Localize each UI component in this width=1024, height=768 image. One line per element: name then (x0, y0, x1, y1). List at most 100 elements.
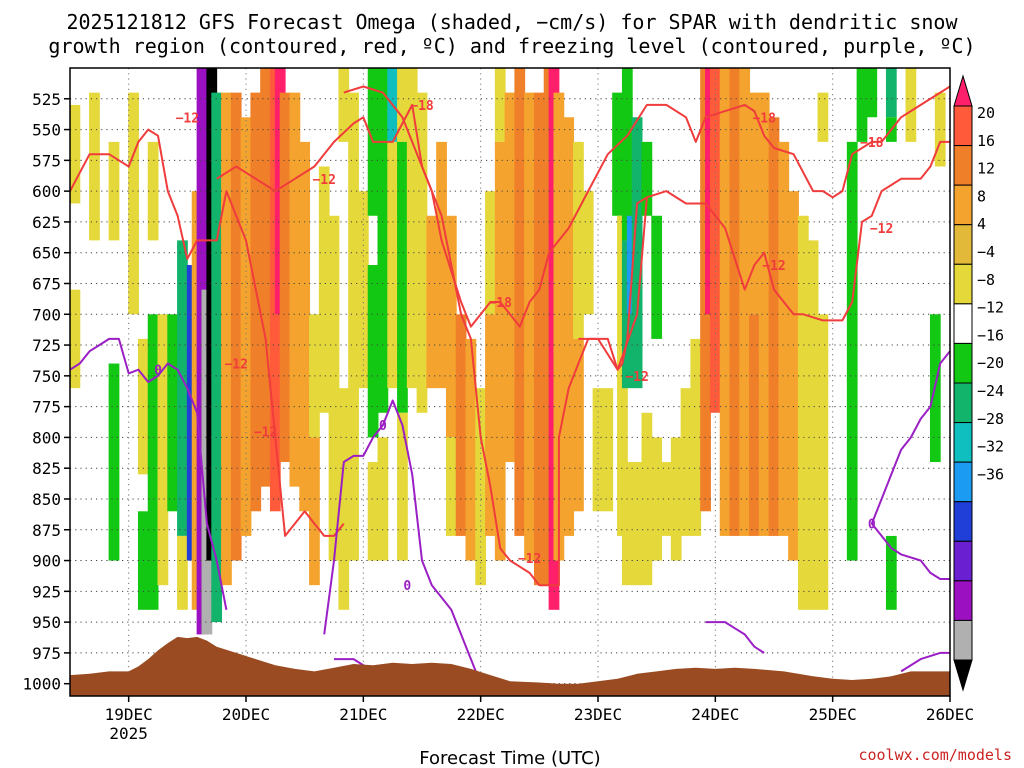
x-tick-label: 23DEC (574, 705, 622, 724)
freezing-level-contour (870, 350, 950, 524)
contour-label: −12 (312, 173, 335, 188)
omega-cell (260, 68, 271, 487)
x-axis-label: Forecast Time (UTC) (419, 748, 600, 768)
omega-cell (177, 240, 188, 536)
omega-cell (367, 265, 379, 438)
omega-cell (397, 412, 408, 561)
omega-cell (670, 437, 682, 561)
colorbar-label: 20 (977, 104, 995, 122)
dgz-contour-minus18 (343, 85, 950, 328)
contour-label: 0 (403, 579, 411, 594)
omega-cell (221, 92, 232, 586)
contour-label: 0 (154, 364, 162, 379)
omega-cell (89, 92, 100, 241)
omega-cell (651, 215, 663, 339)
colorbar-label: −4 (977, 243, 995, 261)
colorbar-segment (953, 382, 973, 424)
omega-cell (348, 92, 359, 315)
x-tick-label: 21DEC (339, 705, 387, 724)
colorbar-label: −8 (977, 271, 995, 289)
omega-cell (328, 215, 340, 561)
omega-cell (211, 92, 223, 623)
omega-cell (514, 68, 526, 536)
omega-cell (592, 388, 604, 512)
omega-cell (108, 363, 120, 561)
omega-cell (856, 68, 868, 142)
omega-cell (817, 92, 829, 142)
colorbar-segment (953, 540, 973, 582)
omega-cell (289, 92, 301, 487)
contour-label: −12 (518, 552, 541, 567)
y-tick-label: 900 (32, 552, 61, 571)
y-tick-label: 675 (32, 274, 61, 293)
omega-cell (367, 462, 379, 561)
colorbar-label: −12 (977, 299, 1004, 317)
dgz-contour-minus12 (578, 197, 648, 371)
y-axis-ticks: 525 550 575 600 625 650 675 700 725 750 775 800 825 8… (22, 90, 70, 694)
x-tick-label: 26DEC (926, 705, 974, 724)
colorbar-segment (953, 184, 973, 226)
x-tick-label: 19DEC (105, 705, 153, 724)
omega-cell (504, 92, 516, 463)
omega-cell (690, 338, 702, 536)
omega-cell (778, 141, 790, 536)
omega-cell (485, 314, 496, 536)
y-tick-label: 825 (32, 459, 61, 478)
y-tick-label: 850 (32, 490, 61, 509)
colorbar-label: −24 (977, 382, 1004, 400)
colorbar-segment (953, 105, 973, 147)
colorbar-segment (953, 303, 973, 344)
omega-cell (177, 535, 188, 610)
omega-cell (563, 117, 575, 536)
y-tick-label: 975 (32, 644, 61, 663)
omega-cell (885, 68, 897, 118)
omega-cell (768, 117, 780, 536)
omega-cell (426, 215, 438, 389)
omega-cell (406, 68, 418, 389)
colorbar-bottom-arrow (953, 659, 973, 692)
omega-cell (318, 166, 330, 413)
omega-cell (338, 68, 350, 142)
omega-cell (749, 92, 760, 315)
omega-cell (167, 314, 179, 512)
contour-label: −18 (752, 111, 776, 126)
omega-cell (573, 338, 584, 512)
omega-cell (348, 314, 359, 561)
omega-cell (338, 388, 350, 610)
omega-cell (485, 191, 496, 315)
y-tick-label: 600 (32, 182, 61, 201)
colorbar-segment (953, 145, 973, 186)
colorbar-segment (953, 224, 973, 265)
omega-cell (157, 314, 169, 586)
omega-cell (934, 92, 946, 167)
colorbar-label: −16 (977, 326, 1004, 344)
colorbar-label: −28 (977, 410, 1004, 428)
chart-title-line2: growth region (contoured, red, ºC) and f… (48, 34, 975, 58)
omega-cell (455, 314, 467, 536)
omega-cell (621, 462, 633, 586)
freezing-level-contour (900, 651, 950, 673)
colorbar-segment (953, 422, 973, 463)
omega-cell (533, 92, 545, 586)
y-tick-label: 950 (32, 613, 61, 632)
omega-cell (230, 92, 242, 561)
omega-cell (108, 141, 120, 241)
colorbar-segment (953, 619, 973, 661)
colorbar-segment (953, 501, 973, 542)
omega-cell (573, 141, 584, 339)
contour-label: −12 (224, 358, 247, 373)
colorbar-label: −20 (977, 354, 1004, 372)
omega-cell (749, 314, 760, 536)
omega-cell (279, 92, 291, 463)
omega-cell (250, 92, 262, 512)
omega-cell (309, 437, 320, 586)
colorbar: 20 16 12 8 4 −4 −8 −12 −16 −20 −24 −28 −32 −36 (953, 74, 1004, 692)
omega-cell (602, 388, 614, 512)
omega-cell (807, 240, 819, 610)
colorbar-label: 8 (977, 187, 986, 205)
credit-text: coolwx.com/models (858, 746, 1012, 764)
colorbar-segment (953, 342, 973, 384)
omega-cell (416, 92, 428, 413)
omega-cell (651, 437, 663, 561)
omega-cell (436, 141, 447, 389)
